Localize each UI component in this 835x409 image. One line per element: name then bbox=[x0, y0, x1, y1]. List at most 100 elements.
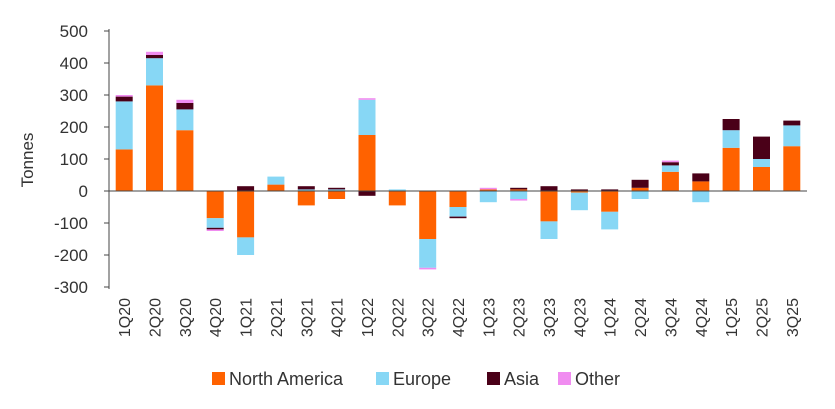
x-tick-label: 2Q24 bbox=[633, 298, 650, 337]
bar-segment-other bbox=[146, 51, 163, 55]
bar-segment-north-america bbox=[540, 191, 558, 222]
x-tick-label: 2Q23 bbox=[512, 298, 529, 337]
x-tick-label: 2Q20 bbox=[148, 298, 165, 337]
bar-segment-asia bbox=[722, 119, 740, 131]
bar-segment-north-america bbox=[753, 167, 770, 191]
x-tick-label: 2Q22 bbox=[390, 298, 407, 337]
bar-segment-north-america bbox=[358, 135, 376, 191]
bar-segment-europe bbox=[661, 165, 679, 172]
bar-segment-north-america bbox=[237, 191, 255, 238]
bar-segment-north-america bbox=[146, 85, 163, 191]
bars bbox=[115, 51, 801, 270]
bar-segment-europe bbox=[601, 211, 619, 230]
x-tick-label: 2Q25 bbox=[755, 298, 772, 337]
y-tick-label: 300 bbox=[60, 86, 88, 105]
bar-segment-europe bbox=[692, 191, 710, 203]
bar-segment-europe bbox=[753, 159, 770, 167]
bar-segment-north-america bbox=[328, 191, 346, 199]
bar-segment-europe bbox=[115, 101, 133, 150]
bar-segment-other bbox=[510, 199, 528, 201]
bar-segment-europe bbox=[206, 218, 224, 228]
x-tick-label: 2Q21 bbox=[269, 298, 286, 337]
x-tick-label: 3Q23 bbox=[542, 298, 559, 337]
x-tick-label: 3Q20 bbox=[178, 298, 195, 337]
bar-segment-asia bbox=[510, 187, 528, 190]
bar-segment-north-america bbox=[601, 191, 619, 212]
y-tick-label: 100 bbox=[60, 150, 88, 169]
bar-segment-asia bbox=[570, 189, 588, 191]
bar-segment-asia bbox=[237, 186, 255, 191]
bar-segment-asia bbox=[146, 55, 163, 59]
x-axis-ticks: 1Q20 2Q20 3Q20 4Q20 1Q21 2Q21 3Q21 4Q21 1Q22 2Q22… bbox=[117, 298, 802, 337]
bar-segment-asia bbox=[449, 216, 467, 219]
bar-segment-other bbox=[479, 187, 497, 190]
y-tick-label: -200 bbox=[54, 246, 88, 265]
bar-segment-europe bbox=[297, 189, 315, 191]
x-tick-label: 4Q23 bbox=[572, 298, 589, 337]
bar-segment-europe bbox=[267, 176, 285, 185]
bar-segment-north-america bbox=[176, 130, 194, 191]
x-tick-label: 3Q22 bbox=[421, 298, 438, 337]
bar-segment-europe bbox=[479, 191, 497, 203]
x-tick-label: 1Q24 bbox=[603, 298, 620, 337]
bar-segment-asia bbox=[540, 186, 558, 191]
y-tick-label: 400 bbox=[60, 54, 88, 73]
bar-segment-europe bbox=[722, 130, 740, 148]
legend-swatch bbox=[212, 372, 225, 385]
y-tick-label: 200 bbox=[60, 118, 88, 137]
x-tick-label: 3Q25 bbox=[785, 298, 802, 337]
legend-label: North America bbox=[229, 369, 344, 389]
x-tick-label: 3Q21 bbox=[299, 298, 316, 337]
legend-label: Asia bbox=[504, 369, 540, 389]
bar-segment-other bbox=[115, 95, 133, 97]
x-tick-label: 1Q20 bbox=[117, 298, 134, 337]
bar-segment-north-america bbox=[631, 187, 649, 191]
bar-segment-europe bbox=[449, 207, 467, 217]
bar-segment-asia bbox=[601, 189, 619, 191]
axis-lines bbox=[104, 29, 807, 289]
bar-segment-asia bbox=[753, 136, 770, 159]
bar-segment-asia bbox=[661, 162, 679, 166]
bar-segment-north-america bbox=[722, 147, 740, 191]
bar-segment-europe bbox=[419, 239, 437, 268]
bar-segment-europe bbox=[510, 191, 528, 199]
legend-label: Europe bbox=[393, 369, 451, 389]
bar-segment-north-america bbox=[419, 191, 437, 239]
bar-segment-other bbox=[176, 99, 194, 103]
bar-segment-asia bbox=[692, 173, 710, 182]
bar-segment-europe bbox=[631, 191, 649, 199]
bar-segment-asia bbox=[328, 187, 346, 190]
bar-segment-north-america bbox=[297, 191, 315, 206]
bar-segment-europe bbox=[540, 221, 558, 239]
bar-segment-other bbox=[661, 160, 679, 163]
bar-segment-europe bbox=[388, 189, 406, 191]
bar-segment-asia bbox=[115, 96, 133, 102]
bar-segment-other bbox=[419, 267, 437, 270]
y-axis-label: Tonnes bbox=[18, 133, 37, 188]
legend-swatch bbox=[487, 372, 500, 385]
bar-segment-europe bbox=[570, 192, 588, 211]
x-tick-label: 1Q23 bbox=[481, 298, 498, 337]
bar-segment-asia bbox=[358, 191, 376, 196]
bar-segment-europe bbox=[176, 109, 194, 131]
bar-segment-north-america bbox=[510, 189, 528, 191]
bar-segment-europe bbox=[237, 237, 255, 255]
bar-segment-europe bbox=[146, 58, 163, 86]
bar-segment-north-america bbox=[570, 191, 588, 193]
bar-segment-north-america bbox=[449, 191, 467, 207]
bar-segment-other bbox=[206, 229, 224, 231]
x-tick-label: 4Q21 bbox=[330, 298, 347, 337]
bar-segment-north-america bbox=[388, 191, 406, 206]
bar-segment-europe bbox=[328, 189, 346, 191]
x-tick-label: 4Q22 bbox=[451, 298, 468, 337]
bar-segment-north-america bbox=[267, 184, 285, 191]
bar-segment-asia bbox=[206, 227, 224, 230]
y-tick-label: 0 bbox=[79, 182, 88, 201]
bar-segment-asia bbox=[297, 186, 315, 190]
bar-segment-north-america bbox=[692, 181, 710, 191]
bar-segment-other bbox=[358, 98, 376, 100]
bar-segment-asia bbox=[631, 179, 649, 188]
x-tick-label: 3Q24 bbox=[663, 298, 680, 337]
